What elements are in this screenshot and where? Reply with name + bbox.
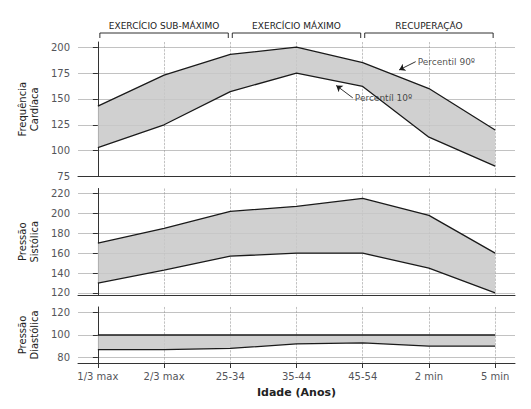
- svg-text:175: 175: [51, 68, 70, 79]
- svg-text:180: 180: [51, 228, 70, 239]
- svg-text:EXERCÍCIO MÁXIMO: EXERCÍCIO MÁXIMO: [252, 20, 341, 31]
- svg-text:125: 125: [51, 119, 70, 130]
- svg-text:120: 120: [51, 307, 70, 318]
- svg-text:35-44: 35-44: [282, 371, 311, 382]
- svg-text:Frequência: Frequência: [17, 82, 28, 137]
- svg-text:100: 100: [51, 145, 70, 156]
- svg-text:Sistólica: Sistólica: [29, 221, 40, 263]
- svg-text:100: 100: [51, 329, 70, 340]
- svg-text:5 min: 5 min: [481, 371, 509, 382]
- svg-text:150: 150: [51, 93, 70, 104]
- svg-text:Percentíl 10º: Percentíl 10º: [355, 93, 412, 103]
- svg-text:120: 120: [51, 287, 70, 298]
- svg-text:200: 200: [51, 42, 70, 53]
- svg-text:Pressão: Pressão: [17, 316, 28, 355]
- svg-text:Pressão: Pressão: [17, 222, 28, 261]
- svg-text:RECUPERAÇÃO: RECUPERAÇÃO: [395, 21, 462, 31]
- svg-text:80: 80: [57, 352, 70, 363]
- svg-text:Percentil 90º: Percentil 90º: [418, 57, 475, 67]
- svg-text:1/3 max: 1/3 max: [77, 371, 118, 382]
- svg-text:75: 75: [57, 171, 70, 182]
- svg-text:140: 140: [51, 268, 70, 279]
- svg-text:2/3 max: 2/3 max: [144, 371, 185, 382]
- svg-text:25-34: 25-34: [216, 371, 245, 382]
- svg-text:220: 220: [51, 188, 70, 199]
- svg-text:200: 200: [51, 208, 70, 219]
- svg-text:45-54: 45-54: [348, 371, 377, 382]
- svg-text:2 min: 2 min: [415, 371, 443, 382]
- svg-text:Idade (Anos): Idade (Anos): [257, 386, 336, 399]
- svg-text:160: 160: [51, 248, 70, 259]
- svg-text:Cardíaca: Cardíaca: [29, 87, 40, 131]
- svg-text:Diastólica: Diastólica: [29, 310, 40, 359]
- svg-text:EXERCÍCIO SUB-MÁXIMO: EXERCÍCIO SUB-MÁXIMO: [109, 20, 219, 31]
